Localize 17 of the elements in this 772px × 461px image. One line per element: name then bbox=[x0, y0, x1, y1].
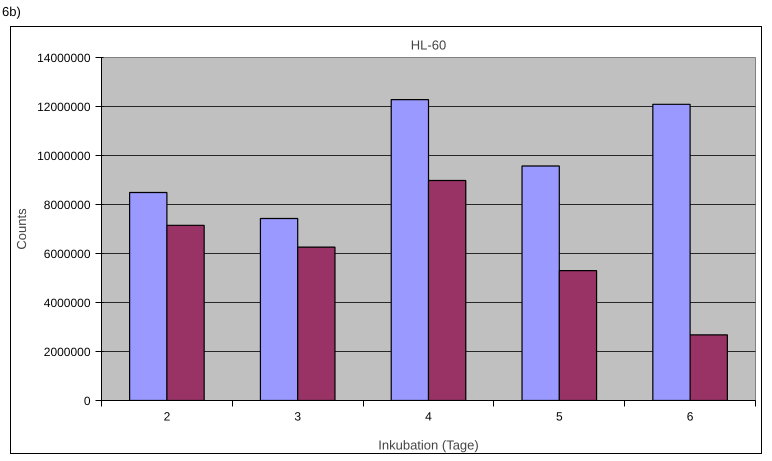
chart-title: HL-60 bbox=[410, 38, 446, 52]
y-tick-label: 0 bbox=[84, 394, 91, 408]
x-tick-label: 2 bbox=[164, 410, 171, 424]
y-tick-label: 4000000 bbox=[44, 296, 91, 310]
y-tick-label: 2000000 bbox=[44, 345, 91, 359]
x-tick-label: 5 bbox=[556, 410, 563, 424]
x-tick-label: 6 bbox=[686, 410, 694, 424]
y-tick-label: 14000000 bbox=[37, 51, 91, 65]
x-tick-label: 3 bbox=[294, 410, 302, 424]
y-axis-title: Counts bbox=[14, 208, 30, 250]
x-tick-label: 4 bbox=[425, 410, 432, 424]
x-axis-title: Inkubation (Tage) bbox=[378, 438, 479, 452]
y-tick-label: 10000000 bbox=[37, 149, 91, 163]
text: 6b) bbox=[2, 4, 21, 19]
y-tick-label: 8000000 bbox=[44, 198, 91, 212]
y-tick-label: 6000000 bbox=[44, 247, 91, 261]
y-tick-label: 12000000 bbox=[37, 100, 91, 114]
